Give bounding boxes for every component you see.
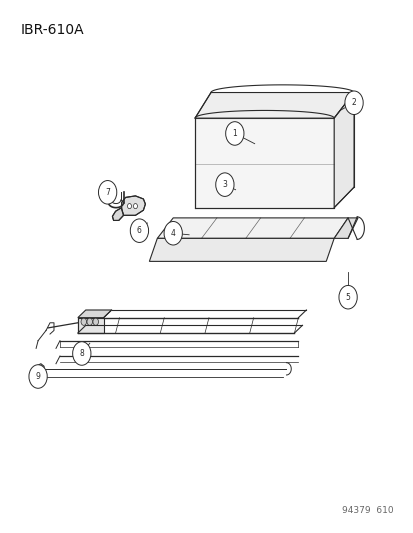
Text: 1: 1	[232, 129, 237, 138]
Text: 6: 6	[137, 226, 142, 235]
Circle shape	[127, 204, 131, 209]
Text: 4: 4	[171, 229, 175, 238]
Polygon shape	[149, 238, 333, 261]
Circle shape	[215, 173, 233, 196]
Text: 8: 8	[79, 349, 84, 358]
Polygon shape	[112, 208, 123, 221]
Polygon shape	[121, 196, 145, 215]
Circle shape	[81, 318, 86, 325]
Text: 9: 9	[36, 372, 40, 381]
Circle shape	[133, 204, 137, 209]
Text: 7: 7	[105, 188, 110, 197]
Circle shape	[164, 222, 182, 245]
Circle shape	[93, 318, 98, 325]
Text: 5: 5	[345, 293, 350, 302]
Polygon shape	[195, 93, 353, 118]
Circle shape	[225, 122, 243, 145]
Circle shape	[98, 181, 116, 204]
Polygon shape	[333, 218, 357, 238]
Circle shape	[29, 365, 47, 388]
Polygon shape	[195, 118, 333, 208]
Circle shape	[130, 219, 148, 243]
Circle shape	[344, 91, 362, 115]
Circle shape	[73, 342, 91, 365]
Polygon shape	[157, 218, 347, 238]
Text: 94379  610: 94379 610	[342, 506, 393, 515]
Polygon shape	[78, 310, 112, 318]
Circle shape	[338, 286, 356, 309]
Text: 2: 2	[351, 98, 356, 107]
Polygon shape	[78, 318, 103, 333]
Polygon shape	[333, 93, 353, 208]
Text: IBR-610A: IBR-610A	[20, 23, 83, 37]
Circle shape	[87, 318, 93, 325]
Text: 3: 3	[222, 180, 227, 189]
